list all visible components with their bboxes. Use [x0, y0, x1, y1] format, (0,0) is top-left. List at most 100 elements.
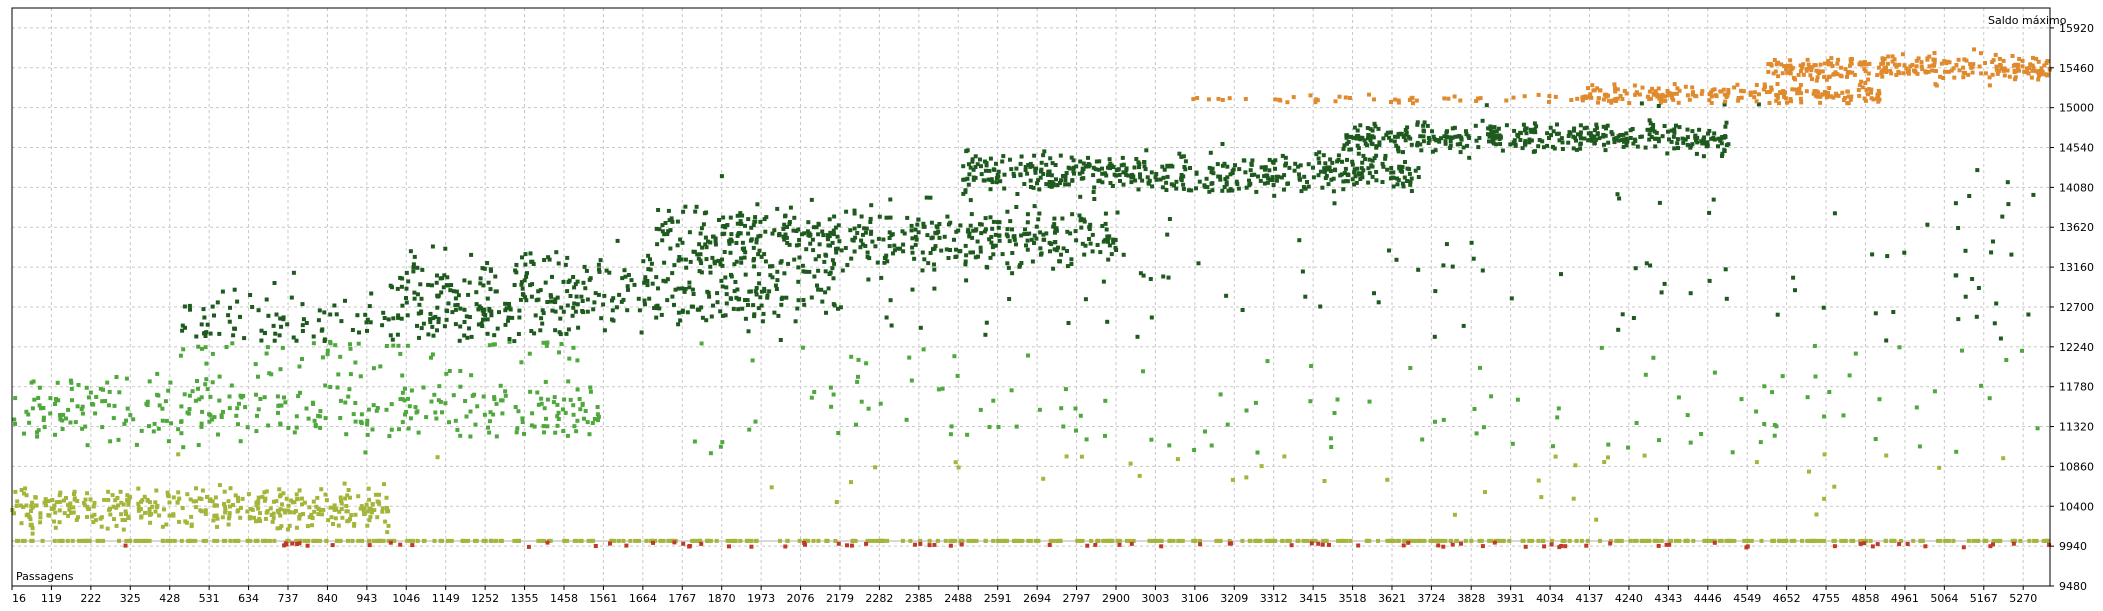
- scatter-point: [539, 396, 544, 401]
- scatter-point: [223, 508, 228, 513]
- scatter-point: [961, 164, 966, 169]
- scatter-point: [754, 240, 759, 245]
- scatter-point: [1637, 92, 1642, 97]
- scatter-point: [1015, 192, 1020, 196]
- scatter-point: [385, 509, 390, 514]
- scatter-point: [1137, 162, 1142, 167]
- scatter-point: [739, 260, 744, 265]
- scatter-point: [1216, 96, 1221, 101]
- scatter-point: [1083, 297, 1088, 302]
- scatter-point: [356, 341, 361, 346]
- scatter-point: [572, 424, 577, 429]
- scatter-point: [824, 538, 829, 543]
- scatter-point: [523, 252, 528, 257]
- scatter-point: [298, 512, 303, 517]
- scatter-point: [989, 235, 994, 239]
- scatter-point: [1579, 538, 1584, 543]
- scatter-point: [120, 518, 125, 522]
- scatter-point: [1789, 67, 1794, 72]
- y-tick-label: 9940: [2059, 540, 2087, 553]
- scatter-point: [1055, 183, 1060, 187]
- scatter-point: [238, 505, 243, 510]
- scatter-point: [438, 399, 443, 404]
- scatter-point: [823, 269, 828, 274]
- scatter-point: [188, 497, 193, 502]
- scatter-point: [1604, 126, 1608, 131]
- scatter-point: [752, 312, 757, 317]
- scatter-point: [1606, 442, 1611, 447]
- scatter-point: [488, 538, 493, 543]
- scatter-point: [1870, 544, 1875, 549]
- scatter-point: [33, 503, 38, 508]
- scatter-point: [580, 309, 585, 313]
- scatter-point: [531, 262, 536, 266]
- scatter-point: [704, 318, 709, 323]
- scatter-point: [481, 538, 486, 543]
- scatter-point: [1857, 83, 1862, 88]
- scatter-point: [320, 355, 325, 360]
- scatter-point: [945, 214, 950, 219]
- scatter-point: [1145, 175, 1150, 180]
- scatter-point: [435, 273, 439, 278]
- scatter-point: [683, 287, 688, 291]
- scatter-point: [979, 164, 983, 169]
- scatter-point: [538, 288, 543, 293]
- scatter-point: [1103, 238, 1108, 242]
- scatter-point: [684, 265, 689, 270]
- scatter-point: [1621, 137, 1626, 142]
- scatter-point: [1134, 157, 1139, 161]
- scatter-point: [784, 295, 789, 300]
- scatter-point: [1818, 94, 1823, 99]
- scatter-point: [1226, 188, 1231, 193]
- scatter-point: [323, 383, 328, 388]
- scatter-point: [458, 384, 463, 389]
- scatter-point: [57, 499, 62, 504]
- scatter-point: [311, 402, 316, 406]
- scatter-point: [166, 388, 171, 393]
- scatter-point: [1029, 185, 1033, 189]
- scatter-point: [296, 394, 301, 399]
- scatter-point: [645, 283, 650, 288]
- scatter-point: [1805, 57, 1810, 62]
- scatter-point: [1391, 184, 1396, 189]
- scatter-point: [314, 504, 319, 509]
- scatter-point: [156, 393, 161, 398]
- scatter-point: [193, 505, 198, 510]
- scatter-point: [878, 401, 883, 406]
- scatter-point: [1079, 225, 1084, 230]
- scatter-point: [329, 515, 334, 520]
- scatter-point: [19, 521, 24, 526]
- scatter-point: [1318, 169, 1323, 174]
- scatter-point: [839, 248, 844, 253]
- scatter-point: [190, 389, 195, 394]
- scatter-point: [824, 310, 828, 315]
- scatter-point: [1441, 417, 1446, 422]
- scatter-point: [301, 512, 306, 516]
- scatter-point: [973, 175, 978, 180]
- scatter-point: [248, 293, 253, 297]
- scatter-point: [1512, 128, 1517, 133]
- scatter-point: [1058, 181, 1062, 185]
- scatter-point: [258, 397, 263, 401]
- scatter-point: [1634, 421, 1639, 425]
- scatter-point: [1063, 387, 1068, 392]
- scatter-point: [333, 516, 338, 521]
- scatter-point: [583, 286, 588, 291]
- scatter-point: [852, 249, 857, 254]
- scatter-point: [1816, 538, 1821, 543]
- scatter-point: [1072, 171, 1076, 176]
- scatter-point: [318, 425, 323, 430]
- scatter-point: [432, 392, 437, 397]
- scatter-point: [417, 335, 421, 340]
- scatter-point: [1063, 182, 1068, 187]
- scatter-point: [1276, 174, 1281, 179]
- scatter-point: [861, 232, 865, 237]
- scatter-point: [1672, 146, 1677, 151]
- scatter-point: [226, 516, 231, 521]
- scatter-point: [1008, 157, 1012, 162]
- scatter-point: [1792, 87, 1797, 92]
- scatter-point: [408, 416, 413, 421]
- scatter-point: [293, 509, 298, 513]
- scatter-point: [1450, 264, 1455, 269]
- scatter-point: [1248, 538, 1253, 543]
